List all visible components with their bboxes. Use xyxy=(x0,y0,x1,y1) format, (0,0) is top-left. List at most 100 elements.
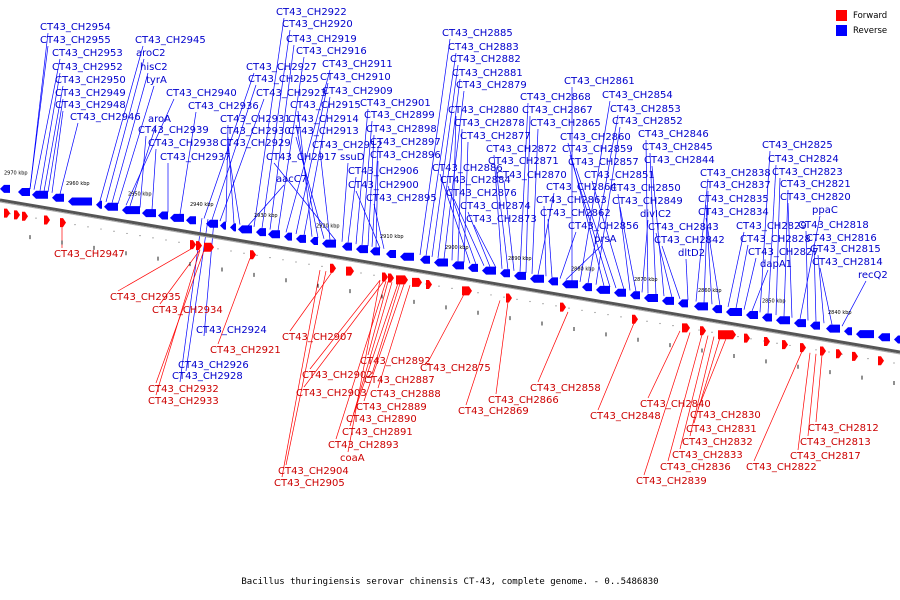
position-dot xyxy=(165,239,167,241)
reverse-gene-label: dltD2 xyxy=(678,248,705,259)
reverse-gene-leader-line xyxy=(703,190,709,303)
forward-gene-label: CT43_CH2833 xyxy=(672,450,743,461)
reverse-gene-leader-line xyxy=(43,85,64,192)
reverse-gene-arrow xyxy=(482,266,496,275)
forward-gene-label: CT43_CH2904 xyxy=(278,466,349,477)
reverse-gene-label: CT43_CH2853 xyxy=(610,104,681,115)
position-dot xyxy=(100,228,102,230)
forward-gene-leader-line xyxy=(495,301,509,395)
reverse-gene-leader-line xyxy=(51,110,64,193)
reverse-gene-leader-line xyxy=(537,192,555,275)
reverse-gene-leader-line xyxy=(695,178,709,302)
reverse-gene-label: ssuD xyxy=(340,152,365,163)
reverse-gene-label: CT43_CH2870 xyxy=(496,170,567,181)
axis-tick-label: 2960 kbp xyxy=(66,181,90,187)
axis-line xyxy=(0,198,900,354)
reverse-gene-label: CT43_CH2859 xyxy=(562,144,633,155)
reverse-gene-label: CT43_CH2872 xyxy=(486,144,557,155)
reverse-gene-leader-line xyxy=(817,254,825,324)
position-dot xyxy=(477,292,479,294)
position-dot xyxy=(568,307,570,309)
forward-gene-label: CT43_CH2875 xyxy=(420,363,491,374)
reverse-gene-arrow xyxy=(746,311,758,320)
reverse-gene-label: CT43_CH2884 xyxy=(440,175,511,186)
reverse-gene-label: aacC7 xyxy=(276,174,307,185)
position-dot xyxy=(711,331,713,333)
position-dot xyxy=(529,300,531,303)
reverse-gene-label: CT43_CH2818 xyxy=(798,220,869,231)
reverse-gene-arrow xyxy=(18,188,30,197)
forward-gene-label: CT43_CH2890 xyxy=(346,414,417,425)
reverse-gene-arrow xyxy=(238,225,252,234)
reverse-gene-leader-line xyxy=(253,17,285,227)
reverse-gene-label: CT43_CH2862 xyxy=(540,208,611,219)
reverse-gene-label: CT43_CH2914 xyxy=(288,114,359,125)
forward-gene-label: CT43_CH2933 xyxy=(148,396,219,407)
reverse-gene-arrow xyxy=(386,250,396,259)
reverse-gene-arrow xyxy=(596,285,610,294)
reverse-gene-leader-line xyxy=(111,72,149,204)
reverse-gene-leader-line xyxy=(493,154,503,269)
reverse-gene-label: aroC2 xyxy=(136,48,165,59)
reverse-gene-leader-line xyxy=(151,148,157,210)
reverse-gene-label: CT43_CH2829 xyxy=(736,221,807,232)
position-dot xyxy=(893,362,895,364)
forward-gene-leader-line xyxy=(285,270,327,466)
reverse-gene-label: CT43_CH2883 xyxy=(448,42,519,53)
reverse-gene-arrow xyxy=(220,221,226,230)
reverse-gene-label: CT43_CH2920 xyxy=(282,19,353,30)
position-dot xyxy=(672,325,674,327)
forward-gene-label: CT43_CH2812 xyxy=(808,423,879,434)
forward-gene-arrow xyxy=(190,240,196,250)
reverse-gene-arrow xyxy=(548,277,558,286)
reverse-gene-leader-line xyxy=(617,193,631,291)
reverse-gene-leader-line xyxy=(203,220,215,337)
reverse-gene-arrow xyxy=(370,247,380,256)
reverse-gene-leader-line xyxy=(211,84,257,220)
position-dot xyxy=(776,342,778,344)
reverse-gene-label: CT43_CH2926 xyxy=(178,360,249,371)
reverse-gene-label: CT43_CH2885 xyxy=(442,28,513,39)
reverse-gene-arrow xyxy=(434,258,448,267)
forward-gene-leader-line xyxy=(363,284,405,402)
reverse-gene-label: CT43_CH2927 xyxy=(246,62,317,73)
reverse-gene-arrow xyxy=(96,200,102,209)
reverse-gene-arrow xyxy=(614,288,626,297)
reverse-gene-label: ppaC xyxy=(812,205,838,216)
reverse-gene-leader-line xyxy=(297,110,313,237)
forward-gene-arrow xyxy=(836,349,842,359)
reverse-gene-label: CT43_CH2871 xyxy=(488,156,559,167)
reverse-gene-label: CT43_CH2865 xyxy=(530,118,601,129)
reverse-gene-leader-line xyxy=(735,244,749,309)
reverse-gene-leader-line xyxy=(269,44,295,230)
reverse-gene-leader-line xyxy=(619,206,637,292)
reverse-gene-arrow xyxy=(158,211,168,220)
reverse-gene-leader-line xyxy=(767,164,777,314)
reverse-gene-arrow xyxy=(530,274,544,283)
reverse-gene-arrow xyxy=(678,299,688,308)
reverse-gene-arrow xyxy=(296,234,306,243)
reverse-gene-label: CT43_CH2915 xyxy=(290,100,361,111)
reverse-gene-arrow xyxy=(420,255,430,264)
reverse-gene-label: CT43_CH2929 xyxy=(220,138,291,149)
position-dot xyxy=(308,263,310,265)
forward-gene-arrow xyxy=(718,330,736,340)
reverse-gene-label: CT43_CH2857 xyxy=(568,157,639,168)
reverse-gene-label: CT43_CH2850 xyxy=(610,183,681,194)
reverse-gene-arrow xyxy=(726,307,742,316)
position-dot xyxy=(581,309,583,311)
reverse-gene-label: CT43_CH2906 xyxy=(348,166,419,177)
reverse-gene-leader-line xyxy=(591,180,625,290)
reverse-gene-leader-line xyxy=(743,257,757,310)
reverse-gene-leader-line xyxy=(371,147,379,247)
reverse-gene-label: CT43_CH2825 xyxy=(762,140,833,151)
reverse-gene-arrow xyxy=(468,263,478,272)
reverse-gene-arrow xyxy=(712,305,722,314)
reverse-gene-label: CT43_CH2843 xyxy=(648,222,719,233)
position-dot xyxy=(438,285,440,287)
reverse-gene-leader-line xyxy=(361,120,373,246)
reverse-gene-label: CT43_CH2924 xyxy=(196,325,267,336)
reverse-gene-leader-line xyxy=(655,232,673,298)
reverse-gene-label: CT43_CH2864 xyxy=(546,182,617,193)
reverse-gene-leader-line xyxy=(439,173,471,264)
